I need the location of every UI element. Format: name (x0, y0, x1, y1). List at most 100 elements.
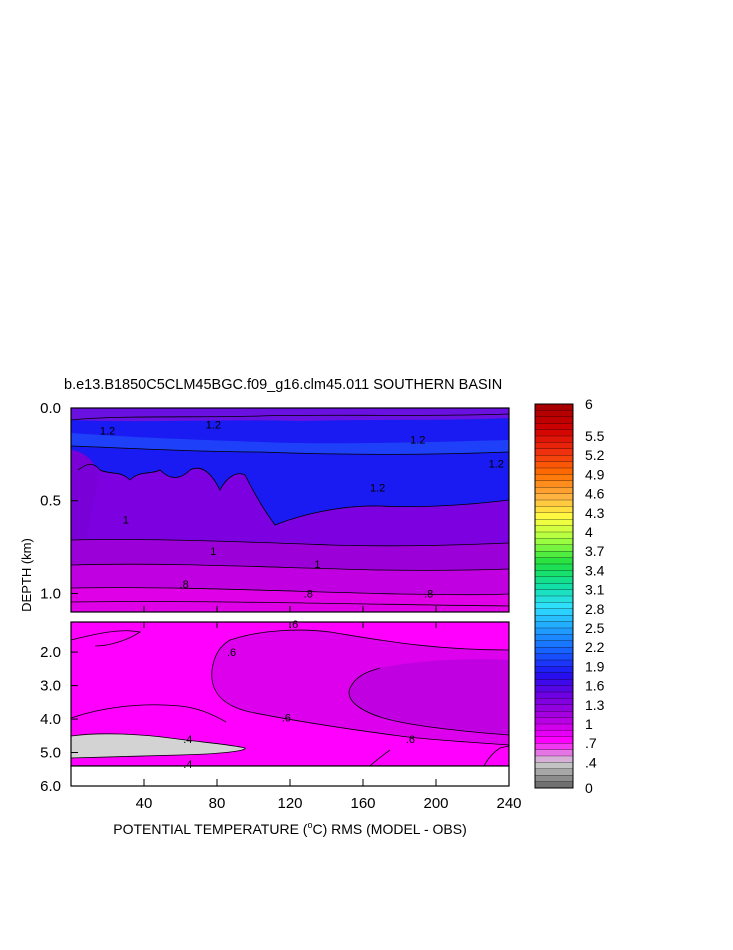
colorbar-band (534, 403, 574, 411)
colorbar-band (534, 711, 574, 719)
colorbar-band (534, 461, 574, 469)
colorbar-label: 5.5 (585, 428, 605, 444)
colorbar-band (534, 615, 574, 623)
lower-contour (71, 733, 246, 759)
upper-contour (71, 563, 509, 571)
colorbar-band (534, 768, 574, 776)
lower-contour (483, 745, 509, 766)
upper-fill-bottom (71, 587, 509, 612)
colorbar-band (534, 589, 574, 597)
x-tick-label: 240 (496, 795, 521, 812)
y-tick-label: 0.5 (40, 493, 61, 510)
colorbar-band (534, 506, 574, 514)
contour-label: 1.2 (489, 459, 504, 471)
colorbar-frame (534, 403, 574, 789)
colorbar-label: 1.3 (585, 697, 605, 713)
contour-label: 1 (314, 559, 320, 571)
chart-title: b.e13.B1850C5CLM45BGC.f09_g16.clm45.011 … (64, 377, 502, 393)
colorbar-band (534, 691, 574, 699)
colorbar-label: 6 (585, 396, 593, 412)
x-axis-label-part: POTENTIAL TEMPERATURE ( (113, 821, 308, 837)
colorbar-band (534, 653, 574, 661)
colorbar-band (534, 493, 574, 501)
colorbar-band (534, 679, 574, 687)
colorbar-label: 4.9 (585, 466, 605, 482)
y-tick-label: 5.0 (40, 745, 61, 762)
colorbar-band (534, 698, 574, 706)
colorbar-band (534, 647, 574, 655)
x-axis-label-part: C) RMS (MODEL - OBS) (312, 821, 466, 837)
colorbar-band (534, 723, 574, 731)
colorbar-band (534, 538, 574, 546)
colorbar-band (534, 499, 574, 507)
colorbar-band (534, 634, 574, 642)
colorbar-band (534, 621, 574, 629)
colorbar-band (534, 551, 574, 559)
colorbar-band (534, 531, 574, 539)
lower-panel-fills (71, 622, 509, 766)
colorbar-band (534, 423, 574, 431)
lower-contour (369, 749, 391, 766)
colorbar-band (534, 762, 574, 770)
colorbar-label: 4 (585, 524, 593, 540)
colorbar-band (534, 666, 574, 674)
colorbar-band (534, 672, 574, 680)
colorbar-band (534, 563, 574, 571)
colorbar-band (534, 743, 574, 751)
upper-contour (77, 463, 509, 526)
colorbar-band (534, 775, 574, 783)
x-axis-label: POTENTIAL TEMPERATURE (oC) RMS (MODEL - … (113, 820, 467, 837)
x-tick-label: 200 (423, 795, 448, 812)
colorbar-label: 3.4 (585, 562, 605, 578)
colorbar-band (534, 448, 574, 456)
upper-panel-fills (71, 408, 509, 612)
colorbar-band (534, 583, 574, 591)
colorbar-band (534, 557, 574, 565)
colorbar-band (534, 480, 574, 488)
colorbar-label: .4 (585, 754, 597, 770)
colorbar-band (534, 640, 574, 648)
y-tick-label: 4.0 (40, 711, 61, 728)
colorbar-band (534, 659, 574, 667)
lower-contour (71, 704, 227, 723)
colorbar-band (534, 544, 574, 552)
x-axis-label-superscript: o (307, 820, 312, 830)
contour-label: 1.2 (410, 435, 425, 447)
upper-fill-core (71, 433, 509, 455)
colorbar-band (534, 755, 574, 763)
y-axis-label: DEPTH (km) (19, 538, 34, 612)
colorbar-band (534, 781, 574, 789)
colorbar-band (534, 410, 574, 418)
contour-label: 1.2 (100, 425, 115, 437)
x-tick-label: 160 (350, 795, 375, 812)
colorbar-band (534, 519, 574, 527)
upper-panel-contours (71, 413, 509, 607)
colorbar: 6 5.5 5.2 4.9 4.6 4.3 4 3.7 3.4 3.1 2.8 2.5 2.2 1.9 1.… (534, 396, 605, 796)
colorbar-label: 1 (585, 716, 593, 732)
colorbar-band (534, 429, 574, 437)
colorbar-band (534, 512, 574, 520)
lower-contour (229, 629, 509, 651)
lower-contour (348, 667, 509, 736)
colorbar-label: .7 (585, 735, 597, 751)
colorbar-band (534, 608, 574, 616)
contour-label: 1.2 (206, 420, 221, 432)
y-tick-label: 2.0 (40, 644, 61, 661)
lower-contour (71, 630, 142, 647)
colorbar-label: 2.8 (585, 601, 605, 617)
upper-contour (71, 587, 509, 596)
colorbar-label: 3.1 (585, 582, 605, 598)
y-tick-label: 0.0 (40, 400, 61, 417)
contour-label: 1.2 (370, 483, 385, 495)
upper-contour (71, 601, 509, 607)
colorbar-label: 2.2 (585, 639, 605, 655)
contour-label: .6 (406, 734, 415, 746)
contour-label: .6 (289, 619, 298, 631)
lower-contour (211, 639, 509, 746)
upper-contour (71, 445, 509, 455)
lower-fill-shaded (71, 733, 246, 758)
upper-contour (71, 539, 509, 547)
colorbar-label: 2.5 (585, 620, 605, 636)
colorbar-label: 4.3 (585, 505, 605, 521)
colorbar-band (534, 730, 574, 738)
